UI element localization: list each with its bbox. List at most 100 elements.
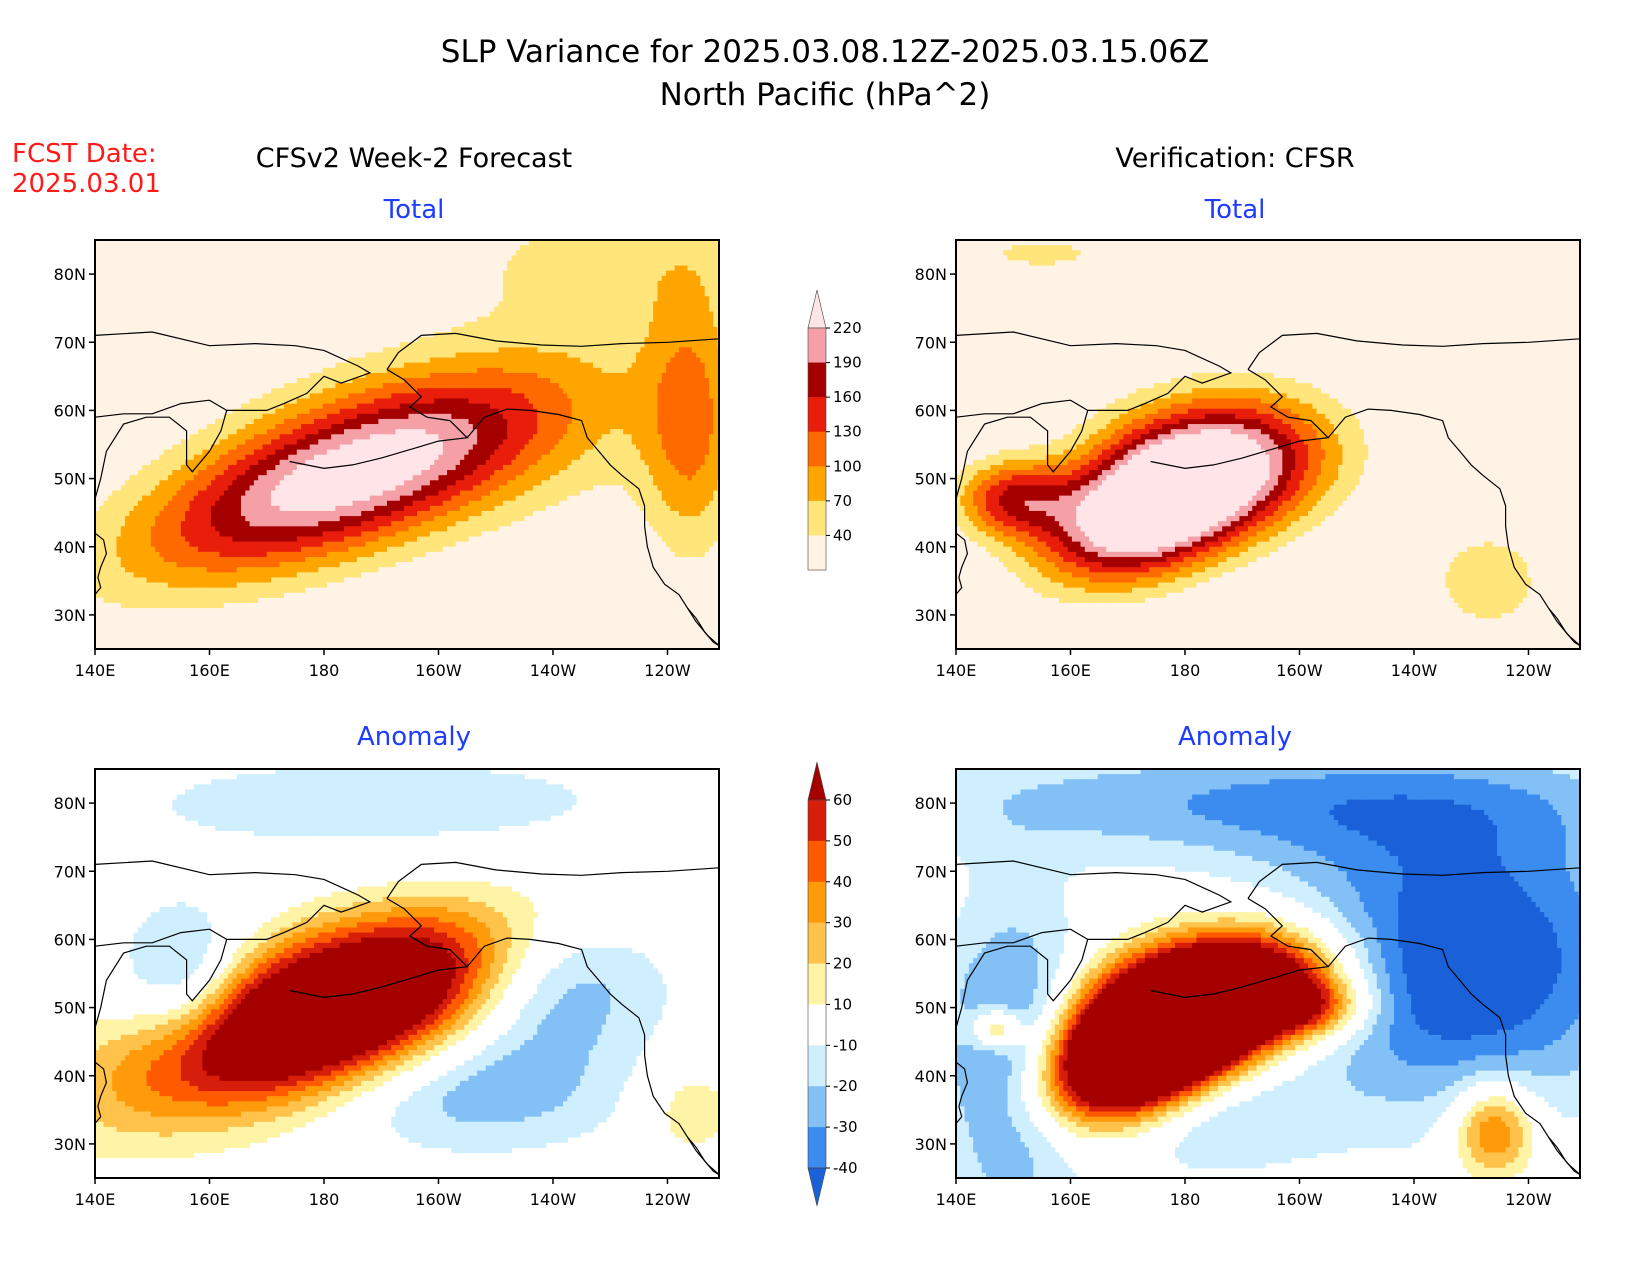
field-cell (661, 291, 667, 297)
field-cell (240, 352, 246, 359)
field-cell (236, 301, 242, 308)
field-cell (356, 311, 362, 318)
field-cell (550, 347, 556, 354)
field-cell (318, 321, 324, 328)
field-cell (524, 311, 530, 318)
field-cell (395, 240, 401, 246)
field-cell (648, 332, 654, 338)
field-cell (228, 240, 233, 246)
field-cell (185, 250, 191, 256)
field-cell (326, 260, 332, 267)
field-cell (150, 311, 156, 318)
field-cell (150, 372, 156, 379)
field-cell (601, 240, 607, 246)
field-cell (305, 378, 311, 384)
field-cell (236, 362, 242, 369)
field-cell (627, 362, 633, 369)
field-cell (558, 321, 564, 328)
field-cell (159, 352, 165, 359)
field-cell (356, 286, 362, 292)
field-cell (150, 337, 156, 343)
field-cell (674, 408, 680, 415)
field-cell (382, 311, 388, 318)
field-cell (653, 255, 659, 262)
field-cell (356, 352, 362, 359)
field-cell (206, 378, 212, 384)
field-cell (584, 378, 590, 384)
field-cell (369, 332, 375, 338)
field-cell (193, 280, 199, 287)
field-cell (541, 270, 547, 277)
field-cell (309, 301, 315, 308)
field-cell (610, 286, 616, 292)
field-cell (395, 337, 401, 343)
field-cell (601, 250, 607, 256)
field-cell (558, 332, 564, 338)
field-cell (142, 388, 148, 394)
field-cell (399, 245, 405, 251)
field-cell (550, 306, 556, 313)
field-cell (133, 250, 139, 256)
field-cell (640, 362, 646, 369)
field-cell (391, 352, 397, 359)
field-cell (610, 403, 616, 410)
field-cell (129, 367, 135, 374)
field-cell (545, 270, 551, 277)
field-cell (515, 403, 521, 410)
field-cell (95, 250, 100, 256)
field-cell (434, 408, 440, 415)
field-cell (322, 393, 328, 400)
field-cell (356, 342, 362, 348)
field-cell (301, 378, 306, 384)
field-cell (528, 383, 534, 389)
field-cell (176, 296, 182, 302)
field-cell (223, 378, 229, 384)
field-cell (399, 321, 405, 328)
field-cell (322, 286, 328, 292)
field-cell (180, 250, 186, 256)
field-cell (696, 275, 701, 282)
field-cell (631, 393, 637, 400)
field-cell (391, 296, 397, 302)
field-cell (253, 357, 259, 364)
field-cell (442, 403, 448, 410)
field-cell (468, 280, 474, 287)
field-cell (678, 367, 684, 374)
field-cell (520, 372, 525, 379)
field-cell (95, 337, 100, 343)
field-cell (550, 332, 556, 338)
field-cell (301, 408, 306, 415)
field-cell (412, 408, 418, 415)
field-cell (477, 275, 483, 282)
field-cell (339, 255, 345, 262)
field-cell (459, 311, 465, 318)
field-cell (369, 357, 375, 364)
field-cell (404, 332, 410, 338)
field-cell (601, 398, 607, 405)
field-cell (356, 326, 362, 333)
field-cell (99, 275, 105, 282)
field-cell (678, 372, 684, 379)
field-cell (335, 326, 341, 333)
field-cell (661, 342, 667, 348)
field-cell (584, 352, 590, 359)
field-cell (146, 321, 152, 328)
field-cell (713, 378, 719, 384)
field-cell (520, 311, 525, 318)
field-cell (232, 306, 238, 313)
field-cell (262, 260, 268, 267)
field-cell (532, 270, 538, 277)
field-cell (318, 372, 324, 379)
field-cell (644, 393, 650, 400)
field-cell (326, 270, 332, 277)
field-cell (421, 296, 427, 302)
field-cell (455, 347, 461, 354)
field-cell (228, 260, 233, 267)
field-cell (107, 403, 113, 410)
field-cell (588, 311, 594, 318)
field-cell (202, 306, 208, 313)
field-cell (296, 342, 302, 348)
field-cell (258, 378, 264, 384)
field-cell (283, 255, 289, 262)
field-cell (691, 393, 697, 400)
